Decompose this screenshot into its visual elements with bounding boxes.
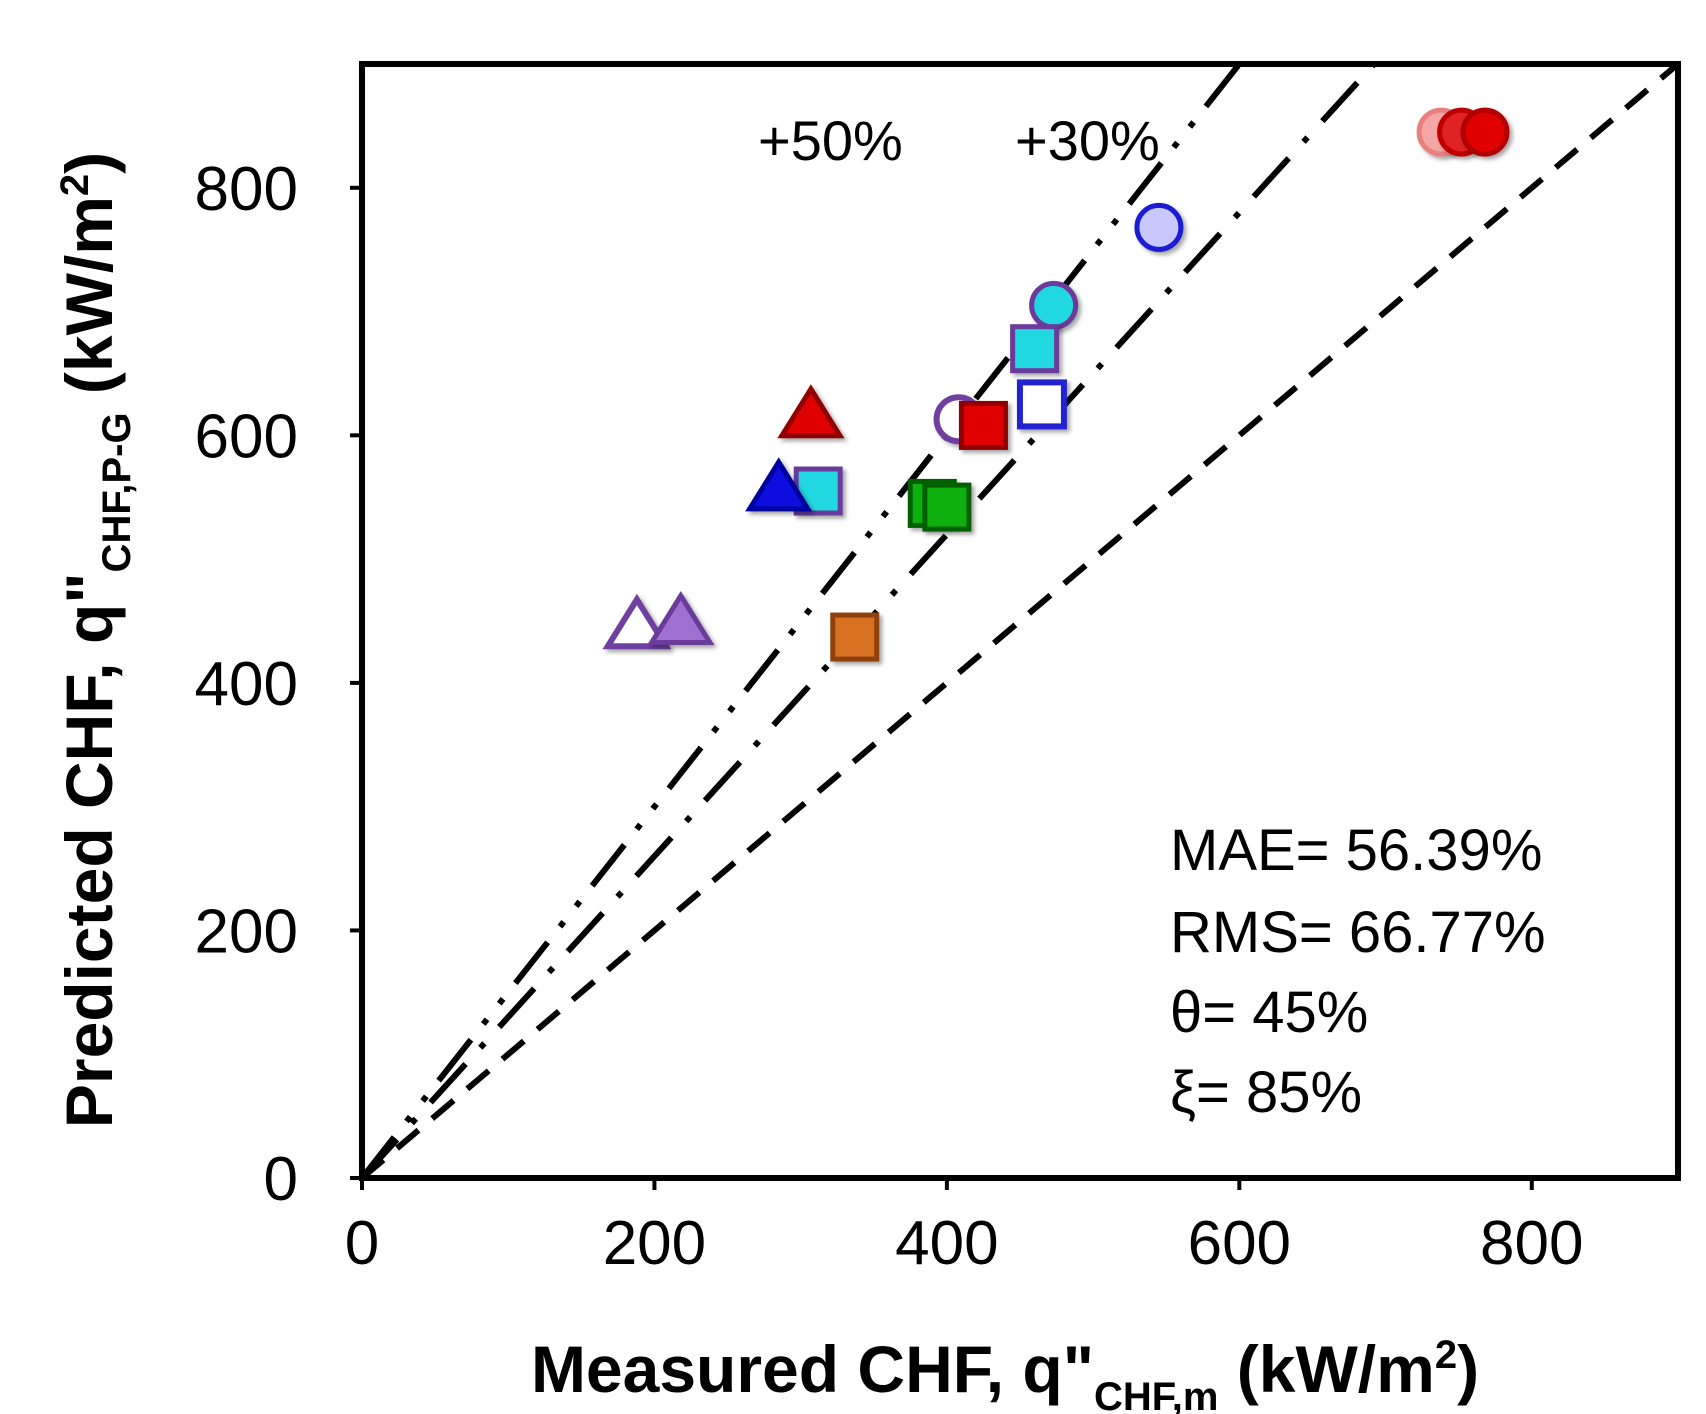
y-tick-label: 400 bbox=[195, 650, 298, 719]
x-tick-label: 600 bbox=[1188, 1209, 1291, 1278]
data-point-circle bbox=[1460, 107, 1510, 157]
x-axis-label-unit: (kW/m bbox=[1218, 1332, 1434, 1406]
data-point-triangle bbox=[647, 590, 715, 646]
data-point-square bbox=[1010, 324, 1060, 374]
stat-rms: RMS= 66.77% bbox=[1170, 900, 1546, 965]
data-point-triangle bbox=[745, 457, 813, 512]
data-point-triangle bbox=[777, 384, 845, 439]
label-plus-50: +50% bbox=[758, 109, 903, 172]
stat-xi: ξ= 85% bbox=[1170, 1060, 1362, 1125]
y-tick-label: 0 bbox=[264, 1145, 298, 1214]
x-tick-label: 200 bbox=[603, 1209, 706, 1278]
y-tick-label: 600 bbox=[195, 402, 298, 471]
x-axis-label-sup: 2 bbox=[1435, 1333, 1457, 1377]
x-axis-label-main: Measured CHF, q" bbox=[531, 1332, 1094, 1406]
reference-line-dashed bbox=[360, 61, 1680, 1181]
label-plus-30: +30% bbox=[1015, 109, 1160, 172]
y-tick-label: 800 bbox=[195, 155, 298, 224]
data-point-square bbox=[958, 400, 1008, 450]
data-point-square bbox=[830, 612, 880, 662]
data-point-circle bbox=[1029, 280, 1079, 330]
y-axis-label-unit: (kW/m bbox=[52, 196, 126, 412]
stat-theta: θ= 45% bbox=[1170, 980, 1368, 1045]
data-point-triangle bbox=[602, 593, 672, 650]
stat-mae: MAE= 56.39% bbox=[1170, 818, 1542, 883]
data-point-circle bbox=[1134, 202, 1184, 252]
y-axis-label-main: Predicted CHF, q" bbox=[52, 572, 126, 1128]
data-points bbox=[602, 107, 1510, 662]
x-tick-label: 0 bbox=[345, 1209, 379, 1278]
y-axis-label: Predicted CHF, q"CHF,P-G (kW/m2) bbox=[52, 152, 139, 1128]
data-point-square bbox=[922, 482, 972, 532]
data-point-square bbox=[1016, 379, 1067, 430]
y-axis-label-sup: 2 bbox=[53, 174, 97, 196]
x-axis-label-close: ) bbox=[1457, 1332, 1479, 1406]
x-axis-label-sub: CHF,m bbox=[1094, 1375, 1218, 1414]
x-tick-label: 400 bbox=[895, 1209, 998, 1278]
x-tick-label: 800 bbox=[1480, 1209, 1583, 1278]
axis-ticks: 0 200 400 600 800 0 200 400 600 800 bbox=[195, 155, 1584, 1278]
y-axis-label-close: ) bbox=[52, 152, 126, 174]
y-axis-label-sub: CHF,P-G bbox=[95, 412, 139, 572]
y-tick-label: 200 bbox=[195, 897, 298, 966]
x-axis-label: Measured CHF, q"CHF,m (kW/m2) bbox=[531, 1332, 1479, 1414]
